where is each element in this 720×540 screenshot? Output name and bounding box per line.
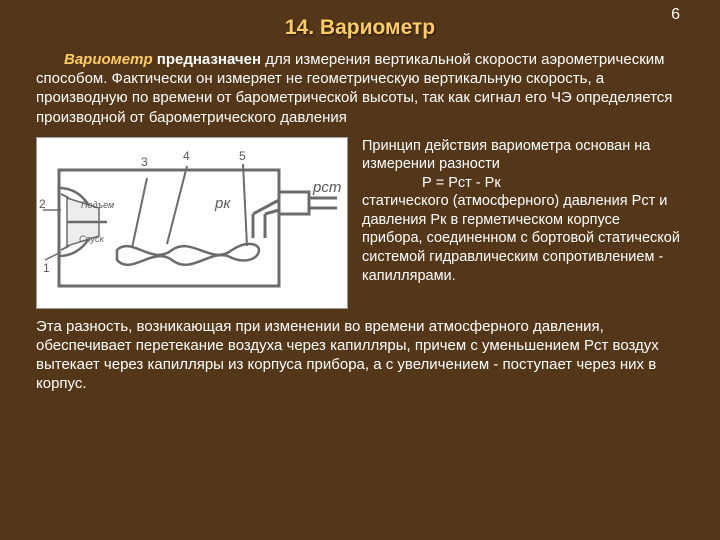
content-row: 1 2 3 4 5 рк рст Подъем Спуск Принцип де… [36,137,684,309]
diagram-label-pst: рст [312,179,341,196]
intro-paragraph: Вариометр предназначен для измерения вер… [36,50,684,127]
diagram-label-2: 2 [39,197,46,211]
diagram: 1 2 3 4 5 рк рст Подъем Спуск [36,137,348,309]
diagram-label-4: 4 [183,149,190,163]
slide-title: 14. Вариометр [28,16,692,40]
diagram-label-pk: рк [214,195,231,212]
term-variometer: Вариометр [64,51,153,68]
side-text: Принцип действия вариометра основан на и… [362,137,684,309]
diagram-label-1: 1 [43,261,50,275]
page-number: 6 [671,6,680,24]
side-line2: статического (атмосферного) давления Рст… [362,193,680,283]
diagram-label-down: Спуск [79,234,104,244]
bottom-paragraph: Эта разность, возникающая при изменении … [36,317,684,394]
side-formula: Р = Рст - Рк [362,174,684,193]
diagram-label-5: 5 [239,149,246,163]
slide: 6 14. Вариометр Вариометр предназначен д… [0,0,720,540]
side-line1: Принцип действия вариометра основан на и… [362,138,650,173]
diagram-label-up: Подъем [81,200,114,210]
diagram-label-3: 3 [141,155,148,169]
intro-bold: предназначен [153,51,261,68]
